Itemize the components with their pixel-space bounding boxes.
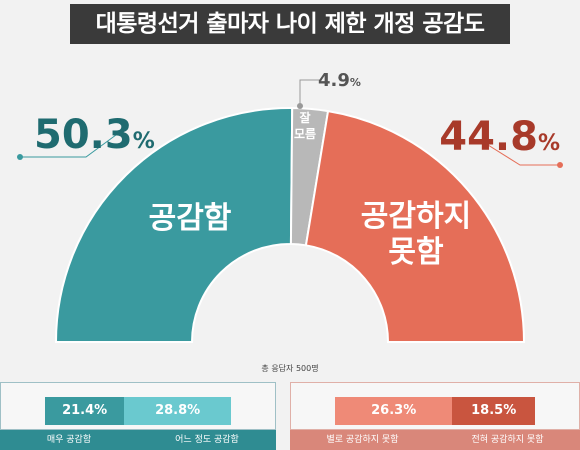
agree-callout-dot: [17, 154, 23, 160]
somewhat-agree-label: 어느 정도 공감함: [175, 435, 239, 445]
unsure-callout-line: [299, 79, 322, 106]
agree-percent-label: 50.3%: [34, 112, 155, 158]
unsure-callout-dot: [297, 103, 303, 109]
strongly-disagree-label: 전혀 공감하지 못함: [471, 435, 544, 445]
rather-disagree-segment: 26.3%: [335, 397, 453, 425]
rather-disagree-label: 별로 공감하지 못함: [326, 435, 399, 445]
unsure-slice-label-2: 모름: [294, 126, 316, 141]
disagree-callout-line: [479, 139, 560, 166]
slice-agree: [54, 107, 294, 343]
disagree-callout-dot: [557, 162, 563, 168]
agree-breakdown-bar: 21.4% 28.8%: [45, 397, 231, 425]
disagree-slice-label-1: 공감하지: [361, 199, 471, 234]
disagree-breakdown-box: 26.3% 18.5%: [290, 382, 580, 430]
agree-breakdown-box: 21.4% 28.8%: [0, 382, 276, 430]
unsure-percent-label: 4.9%: [318, 70, 361, 91]
disagree-percent-label: 44.8%: [439, 114, 560, 160]
respondents-note: 총 응답자 500명: [261, 364, 319, 373]
very-agree-label: 매우 공감함: [46, 435, 92, 445]
very-agree-segment: 21.4%: [45, 397, 125, 425]
chart-title: 대통령선거 출마자 나이 제한 개정 공감도: [70, 4, 510, 44]
agree-callout-line: [20, 131, 121, 158]
disagree-slice-label-2: 못함: [388, 235, 444, 270]
somewhat-agree-segment: 28.8%: [124, 397, 231, 425]
agree-breakdown-labels: 매우 공감함 어느 정도 공감함: [0, 430, 276, 450]
agree-slice-label: 공감함: [149, 201, 232, 236]
strongly-disagree-segment: 18.5%: [452, 397, 535, 425]
unsure-slice-label-1: 잘: [299, 111, 310, 125]
slice-disagree: [304, 109, 526, 343]
disagree-breakdown-labels: 별로 공감하지 못함 전혀 공감하지 못함: [290, 430, 580, 450]
disagree-breakdown-bar: 26.3% 18.5%: [335, 397, 535, 425]
